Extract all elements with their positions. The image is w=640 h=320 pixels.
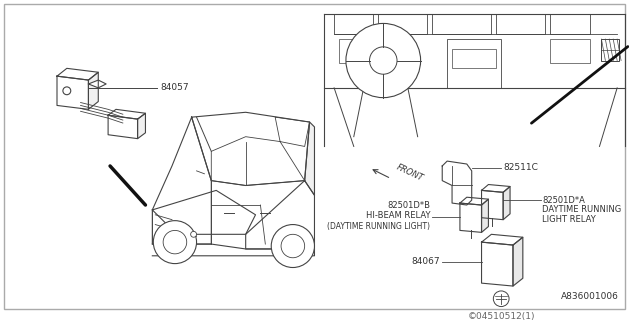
Circle shape (493, 291, 509, 307)
Polygon shape (88, 72, 99, 109)
Bar (334, 14, 373, 34)
Circle shape (154, 221, 196, 264)
Polygon shape (57, 76, 88, 109)
Polygon shape (305, 122, 314, 195)
Circle shape (163, 230, 187, 254)
Polygon shape (211, 137, 305, 186)
Text: 84057: 84057 (160, 84, 189, 92)
Polygon shape (513, 237, 523, 286)
Text: 82511C: 82511C (503, 164, 538, 172)
Polygon shape (57, 68, 99, 80)
Bar (378, 14, 428, 34)
Circle shape (63, 87, 71, 95)
Circle shape (191, 231, 196, 237)
Polygon shape (460, 203, 481, 232)
Text: HI-BEAM RELAY: HI-BEAM RELAY (366, 211, 431, 220)
Polygon shape (88, 80, 106, 88)
Polygon shape (152, 190, 255, 234)
Polygon shape (481, 234, 523, 245)
Text: 84067: 84067 (412, 257, 440, 266)
Bar (496, 14, 545, 34)
Bar (447, 39, 501, 88)
Polygon shape (191, 112, 310, 186)
Text: (DAYTIME RUNNING LIGHT): (DAYTIME RUNNING LIGHT) (328, 222, 431, 231)
Polygon shape (503, 187, 510, 220)
Bar (602, 39, 619, 60)
Polygon shape (481, 242, 513, 286)
Polygon shape (481, 185, 510, 192)
Polygon shape (152, 244, 314, 256)
Bar (433, 14, 492, 34)
Bar (452, 49, 496, 68)
Circle shape (271, 225, 314, 268)
Text: 82501D*A: 82501D*A (543, 196, 586, 205)
Polygon shape (138, 113, 145, 139)
Text: DAYTIME RUNNING: DAYTIME RUNNING (543, 205, 621, 214)
Text: A836001006: A836001006 (561, 292, 619, 301)
Text: ©04510512(1): ©04510512(1) (467, 312, 535, 320)
Polygon shape (108, 115, 138, 139)
Bar (550, 14, 589, 34)
Bar (486, 250, 496, 271)
Polygon shape (481, 190, 503, 220)
Polygon shape (108, 109, 145, 119)
Circle shape (281, 234, 305, 258)
Polygon shape (152, 117, 211, 244)
Circle shape (369, 47, 397, 74)
Circle shape (346, 23, 420, 98)
Bar (339, 39, 378, 63)
Polygon shape (442, 161, 472, 205)
Polygon shape (481, 199, 488, 232)
Text: LIGHT RELAY: LIGHT RELAY (543, 215, 596, 224)
Text: FRONT: FRONT (395, 163, 425, 183)
Polygon shape (460, 197, 488, 205)
Bar (550, 39, 589, 63)
Text: 82501D*B: 82501D*B (387, 201, 431, 210)
Polygon shape (246, 180, 314, 249)
